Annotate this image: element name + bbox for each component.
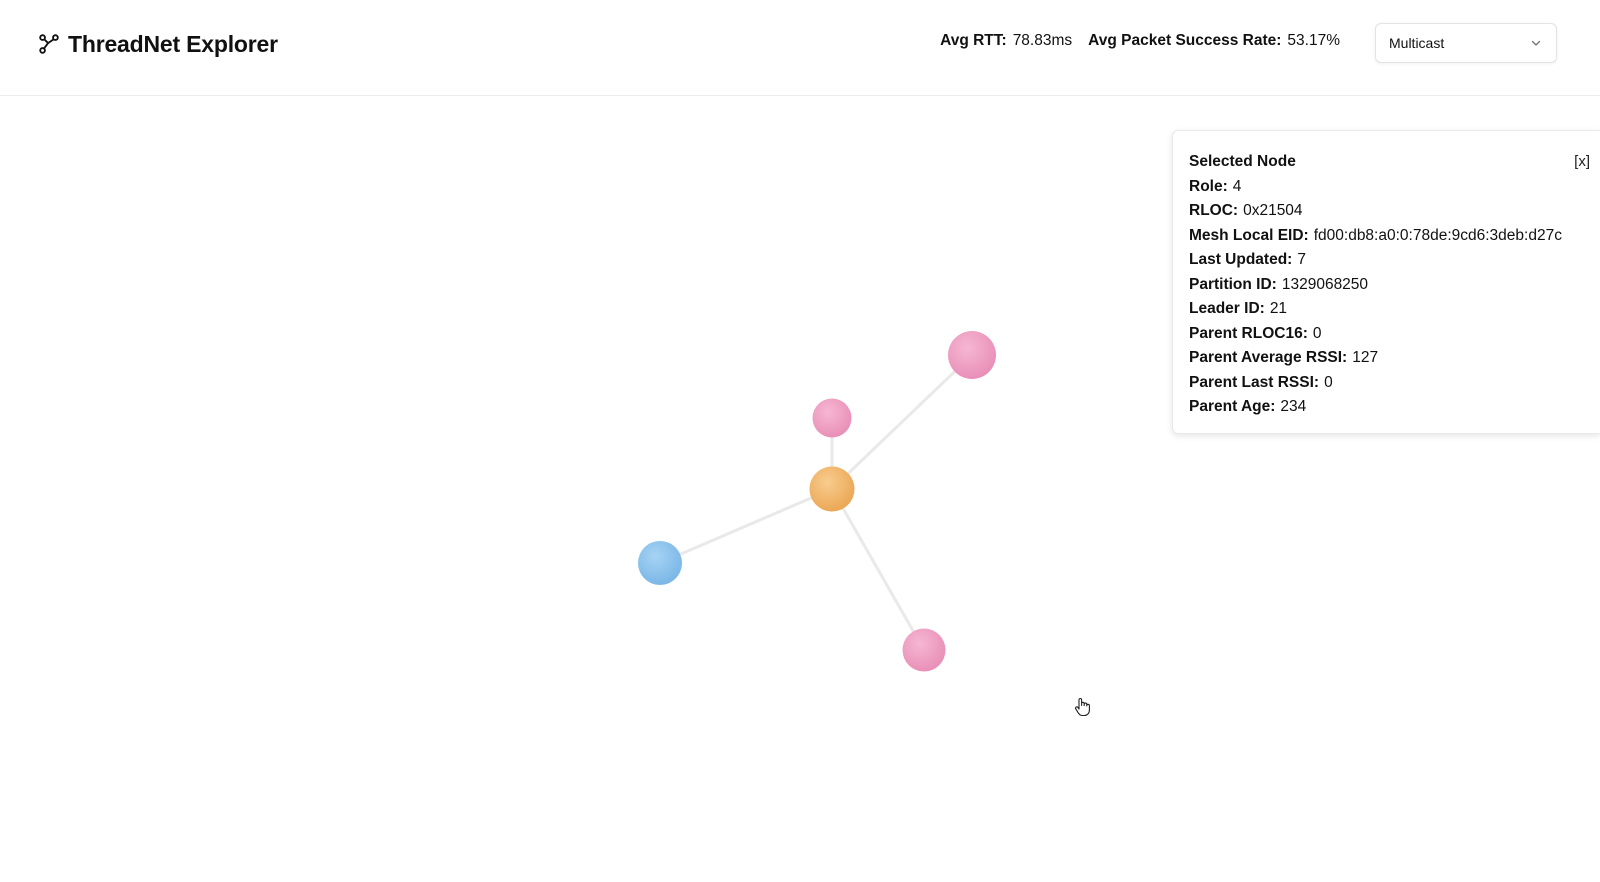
field-label: Leader ID:	[1189, 300, 1265, 317]
field-value: 0x21504	[1243, 202, 1303, 219]
field-value: 234	[1280, 398, 1307, 415]
graph-node-upper-right[interactable]	[948, 331, 996, 379]
stat-avg-rtt: Avg RTT: 78.83ms	[940, 32, 1072, 50]
stat-packet-success: Avg Packet Success Rate: 53.17%	[1088, 32, 1340, 50]
field-value: 1329068250	[1281, 275, 1369, 293]
graph-node-left[interactable]	[638, 541, 682, 585]
node-field-partition-id: Partition ID: 1329068250	[1189, 273, 1600, 298]
graph-node-bottom-right[interactable]	[902, 628, 946, 672]
network-branch-icon	[39, 34, 59, 54]
stat-value: 78.83ms	[1012, 32, 1073, 49]
node-field-mesh-local-eid: Mesh Local EID: fd00:db8:a0:0:78de:9cd6:3…	[1189, 224, 1600, 249]
field-label: Parent Age:	[1189, 398, 1276, 415]
graph-canvas[interactable]	[0, 97, 1600, 882]
field-label: Mesh Local EID:	[1189, 226, 1309, 244]
field-label: Last Updated:	[1189, 251, 1293, 268]
graph-node-top[interactable]	[812, 398, 852, 438]
hand-pointer-icon	[1075, 698, 1090, 717]
field-label: Parent RLOC16:	[1189, 324, 1308, 342]
edge-center-left	[658, 487, 834, 565]
field-value: 0	[1324, 373, 1333, 391]
node-field-rloc: RLOC: 0x21504	[1189, 199, 1600, 224]
app-title: ThreadNet Explorer	[68, 30, 278, 57]
edge-center-upper-right	[830, 353, 974, 491]
mode-select-value: Multicast	[1389, 35, 1445, 51]
graph-node-center[interactable]	[809, 466, 855, 512]
node-field-role: Role: 4	[1189, 175, 1600, 200]
field-value: fd00:db8:a0:0:78de:9cd6:3deb:d27c	[1313, 226, 1562, 244]
field-value: 4	[1232, 177, 1242, 195]
field-value: 21	[1269, 300, 1288, 317]
node-field-leader-id: Leader ID: 21	[1189, 297, 1600, 322]
edge-center-bottom-right	[830, 487, 926, 652]
network-graph[interactable]	[0, 97, 1600, 882]
field-label: Parent Average RSSI:	[1189, 349, 1348, 366]
brand: ThreadNet Explorer	[38, 28, 278, 60]
field-label: RLOC:	[1189, 202, 1239, 219]
node-field-parent-age: Parent Age: 234	[1189, 395, 1600, 420]
mode-select[interactable]: Multicast	[1375, 23, 1557, 63]
app-header: ThreadNet Explorer Avg RTT: 78.83ms Avg P…	[0, 0, 1600, 96]
field-label: Role:	[1189, 177, 1228, 195]
node-field-parent-average-rssi: Parent Average RSSI: 127	[1189, 346, 1600, 371]
chevron-down-icon	[1531, 40, 1541, 46]
stat-label: Avg RTT:	[940, 32, 1007, 49]
field-label: Parent Last RSSI:	[1189, 373, 1320, 391]
field-value: 7	[1297, 251, 1306, 268]
network-stats: Avg RTT: 78.83ms Avg Packet Success Rate:…	[940, 32, 1340, 50]
node-field-parent-last-rssi: Parent Last RSSI: 0	[1189, 371, 1600, 396]
graph-nodes[interactable]	[638, 331, 996, 672]
stat-value: 53.17%	[1287, 32, 1340, 49]
panel-title: Selected Node	[1189, 153, 1296, 170]
field-label: Partition ID:	[1189, 275, 1277, 293]
field-value: 0	[1312, 324, 1322, 342]
field-value: 127	[1352, 349, 1379, 366]
node-field-parent-rloc16: Parent RLOC16: 0	[1189, 322, 1600, 347]
stat-label: Avg Packet Success Rate:	[1088, 32, 1282, 49]
selected-node-panel: [x] Selected Node Role: 4 RLOC: 0x21504 Me…	[1172, 130, 1600, 434]
node-field-last-updated: Last Updated: 7	[1189, 248, 1600, 273]
close-panel-button[interactable]: [x]	[1574, 153, 1590, 170]
